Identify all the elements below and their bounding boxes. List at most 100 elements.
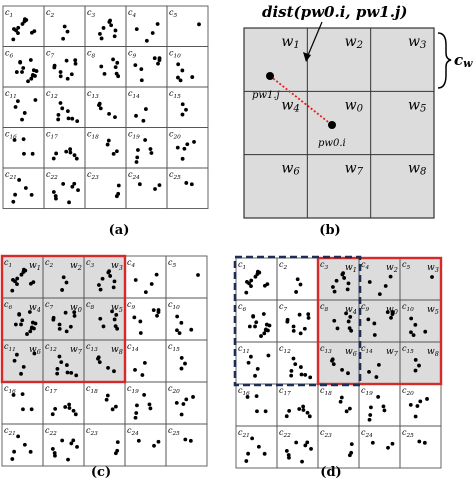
panel-d-data-point (422, 440, 427, 445)
panel-a-data-point (64, 58, 69, 63)
panel-d-data-point (253, 324, 257, 329)
panel-d-data-point (376, 363, 381, 367)
panel-a-data-point (97, 103, 101, 107)
panel-a-data-point (114, 194, 119, 199)
panel-c-data-point (60, 438, 65, 443)
panel-d-data-point (372, 321, 377, 326)
panel-c-data-point (113, 451, 118, 456)
panel-c-data-point (59, 360, 64, 365)
panel-a-cell-label: c23 (87, 170, 99, 181)
panel-a-data-point (12, 138, 17, 142)
panel-c-data-point (136, 438, 141, 443)
panel-a-cell-label: c5 (169, 8, 177, 19)
panel-a-cell-label: c8 (87, 49, 95, 60)
panel-a-data-point (185, 142, 190, 147)
panel-d-data-point (291, 329, 296, 333)
panel-a-data-point (17, 178, 22, 182)
panel-d-cell-label: c11 (238, 344, 250, 355)
panel-d-data-point (340, 272, 345, 277)
panel-d-cell-label: c5 (402, 260, 410, 271)
panel-a-data-point (184, 181, 189, 185)
panel-a-data-point (155, 22, 160, 26)
panel-d-data-point (253, 274, 258, 279)
panel-a-cell-c7: c7 (43, 46, 86, 88)
panel-a-data-point (157, 183, 162, 188)
panel-d-data-point (346, 281, 351, 286)
panel-d-cell-label: c17 (279, 386, 291, 397)
panel-d-data-point (287, 455, 291, 460)
panel-d-cell-c16: c16 (235, 383, 278, 427)
panel-c-cell-label: c23 (86, 426, 98, 437)
panel-a-data-point (139, 78, 144, 83)
panel-a-cell-c22: c22 (43, 167, 86, 209)
panel-d-data-point (253, 373, 257, 378)
panel-d-data-point (413, 322, 418, 327)
panel-c-data-point (189, 327, 194, 332)
panel-c-data-point (61, 275, 66, 280)
panel-a-data-point (98, 106, 103, 111)
panel-c-data-point (28, 329, 33, 334)
panel-c-data-point (183, 361, 187, 366)
panel-a-data-point (65, 109, 70, 114)
panel-a-cell-label: c6 (5, 49, 13, 60)
panel-d-data-point (285, 317, 290, 322)
panel-a-data-point (136, 148, 140, 152)
panel-d-data-point (338, 399, 343, 404)
panel-d-data-point (307, 414, 312, 419)
panel-a-data-point (22, 151, 26, 156)
panel-a-data-point (153, 187, 157, 191)
panel-c-data-point (72, 314, 77, 318)
window-shade (318, 258, 441, 384)
panel-a-data-point (150, 31, 155, 35)
panel-a-data-point (73, 61, 78, 66)
panel-c-data-point (177, 331, 182, 336)
panel-c-data-point (64, 363, 69, 367)
panel-c-data-point (184, 397, 189, 402)
panel-a-data-point (67, 200, 71, 205)
panel-a-cell-label: c20 (169, 130, 181, 141)
panel-d-data-point (409, 316, 414, 321)
panel-a-cell-c23: c23 (84, 167, 127, 209)
panel-d-data-point (298, 282, 303, 287)
panel-c-data-point (19, 272, 24, 277)
panel-d-window-label-w5: w5 (427, 305, 439, 316)
panel-c-data-point (134, 411, 139, 415)
panel-c-data-point (50, 412, 55, 417)
panel-c-data-point (57, 327, 62, 331)
panel-d-cell-c23: c23 (317, 425, 360, 469)
panel-d-data-point (306, 316, 311, 320)
panel-d-window-label-w1: w1 (345, 263, 357, 274)
panel-d-data-point (367, 417, 372, 422)
panel-a-data-point (178, 78, 183, 83)
panel-c-cell-label: c24 (127, 426, 139, 437)
panel-a-data-point (11, 37, 16, 42)
panel-c-data-point (152, 443, 156, 448)
panel-c-data-point (21, 270, 26, 274)
panel-b: w1 w2 w3 w4 w0 w5 w6 w7 w8 pw1.j pw0.i dist(pw0.i, … (243, 3, 473, 219)
panel-a-cell-border (166, 167, 209, 209)
panel-a-data-point (20, 117, 24, 122)
panel-a-data-point (107, 20, 112, 24)
panel-a-cell-c8: c8 (84, 46, 127, 88)
panel-d-data-point (308, 375, 313, 380)
panel-c-cell-c21: c21 (1, 423, 44, 467)
panel-d-data-point (332, 318, 337, 323)
panel-d-cell-label: c19 (361, 386, 373, 397)
panel-d-cell-label: c7 (279, 302, 287, 313)
panel-a-cell-label: c14 (128, 89, 140, 100)
panel-c-cell-c14: c14 (124, 339, 167, 383)
caption-c: (c) (91, 465, 111, 480)
panel-a-cell-label: c15 (169, 89, 181, 100)
panel-d: c1 c2 c3 c4 c5 c6 c7 c8 c9 c10 c11 c12 c13 c14 c15 c16 c… (233, 255, 443, 469)
panel-a-cell-label: c19 (128, 130, 140, 141)
panel-d-data-point (261, 312, 266, 316)
distance-label: dist(pw0.i, pw1.j) (262, 3, 407, 21)
panel-c-data-point (28, 449, 33, 454)
panel-d-data-point (334, 278, 339, 283)
panel-a-data-point (29, 30, 34, 35)
panel-d-data-point (251, 314, 256, 319)
panel-a-data-point (152, 56, 157, 61)
panel-c-cell-label: c20 (168, 384, 180, 395)
panel-d-data-point (256, 444, 261, 449)
panel-d-cell-c25: c25 (399, 425, 442, 469)
